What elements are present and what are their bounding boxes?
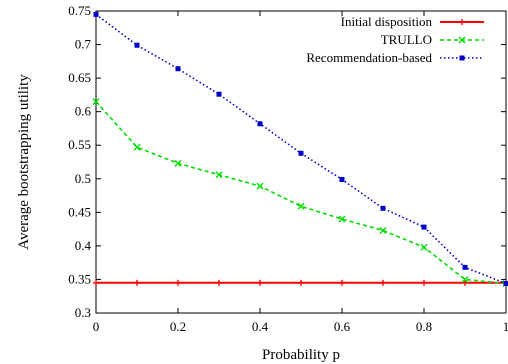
data-point xyxy=(257,279,263,286)
data-point xyxy=(175,66,181,72)
data-point-stroke xyxy=(256,182,264,190)
data-point xyxy=(174,159,182,167)
data-point xyxy=(298,150,304,156)
data-point xyxy=(93,11,99,17)
data-point-stroke xyxy=(92,98,100,106)
data-point xyxy=(93,279,99,286)
data-point-stroke xyxy=(215,171,223,179)
data-point xyxy=(339,176,345,182)
data-point xyxy=(338,215,346,223)
series-layer xyxy=(92,11,508,287)
y-tick-label: 0.55 xyxy=(68,137,91,152)
data-point xyxy=(462,279,468,286)
data-point xyxy=(134,279,140,286)
series-trullo xyxy=(92,98,508,287)
data-point xyxy=(92,98,100,106)
data-point-stroke xyxy=(420,243,428,251)
x-tick-label: 0.6 xyxy=(334,319,351,334)
data-point xyxy=(421,279,427,286)
y-tick-label: 0.5 xyxy=(75,171,91,186)
data-point xyxy=(298,279,304,286)
data-point xyxy=(339,279,345,286)
data-point-stroke xyxy=(461,275,469,283)
data-point xyxy=(380,279,386,286)
data-point-stroke xyxy=(133,143,141,151)
x-axis-title: Probability p xyxy=(262,347,340,363)
data-point-stroke xyxy=(297,202,305,210)
series-line xyxy=(95,101,507,285)
x-tick-label: 0 xyxy=(93,319,100,334)
data-point-stroke xyxy=(379,226,387,234)
y-tick-label: 0.35 xyxy=(68,271,91,286)
data-point xyxy=(257,121,263,127)
legend: Initial disposition TRULLO Recommendation-… xyxy=(306,14,484,65)
data-point xyxy=(462,264,468,270)
x-tick-label: 0.4 xyxy=(252,319,269,334)
data-point xyxy=(216,91,222,97)
legend-label: TRULLO xyxy=(381,32,432,47)
x-tick-label: 0.8 xyxy=(416,319,432,334)
data-point xyxy=(459,19,465,25)
data-point xyxy=(379,226,387,234)
data-point xyxy=(458,36,466,44)
plot-frame xyxy=(95,10,507,314)
y-axis-title: Average bootstrapping utility xyxy=(16,74,32,250)
data-point xyxy=(421,224,427,230)
y-tick-label: 0.7 xyxy=(75,37,92,52)
y-tick-label: 0.45 xyxy=(68,204,91,219)
y-tick-label: 0.4 xyxy=(75,238,92,253)
y-tick-label: 0.6 xyxy=(75,104,92,119)
data-point-stroke xyxy=(338,215,346,223)
data-point xyxy=(216,279,222,286)
data-point xyxy=(461,275,469,283)
legend-label: Initial disposition xyxy=(341,14,433,29)
x-tick-label: 0.2 xyxy=(170,319,186,334)
data-point xyxy=(134,42,140,48)
y-tick-label: 0.3 xyxy=(75,305,91,320)
y-tick-label: 0.65 xyxy=(68,70,91,85)
data-point xyxy=(459,55,465,61)
data-point-stroke xyxy=(174,159,182,167)
data-point xyxy=(175,279,181,286)
series-recommendation-based xyxy=(93,11,508,286)
y-tick-label: 0.75 xyxy=(68,3,91,18)
data-point xyxy=(380,205,386,211)
data-point xyxy=(133,143,141,151)
x-tick-label: 1 xyxy=(503,319,508,334)
data-point xyxy=(503,280,508,286)
ticks: 0.3 0.35 0.4 0.45 0.5 0.55 0.6 0.65 0.7 0.75 0 0.2 0… xyxy=(68,3,508,334)
data-point-stroke xyxy=(458,36,466,44)
data-point xyxy=(297,202,305,210)
data-point xyxy=(256,182,264,190)
legend-label: Recommendation-based xyxy=(306,50,432,65)
data-point xyxy=(215,171,223,179)
data-point xyxy=(420,243,428,251)
series-initial-disposition xyxy=(93,279,508,286)
series-line xyxy=(95,13,507,285)
